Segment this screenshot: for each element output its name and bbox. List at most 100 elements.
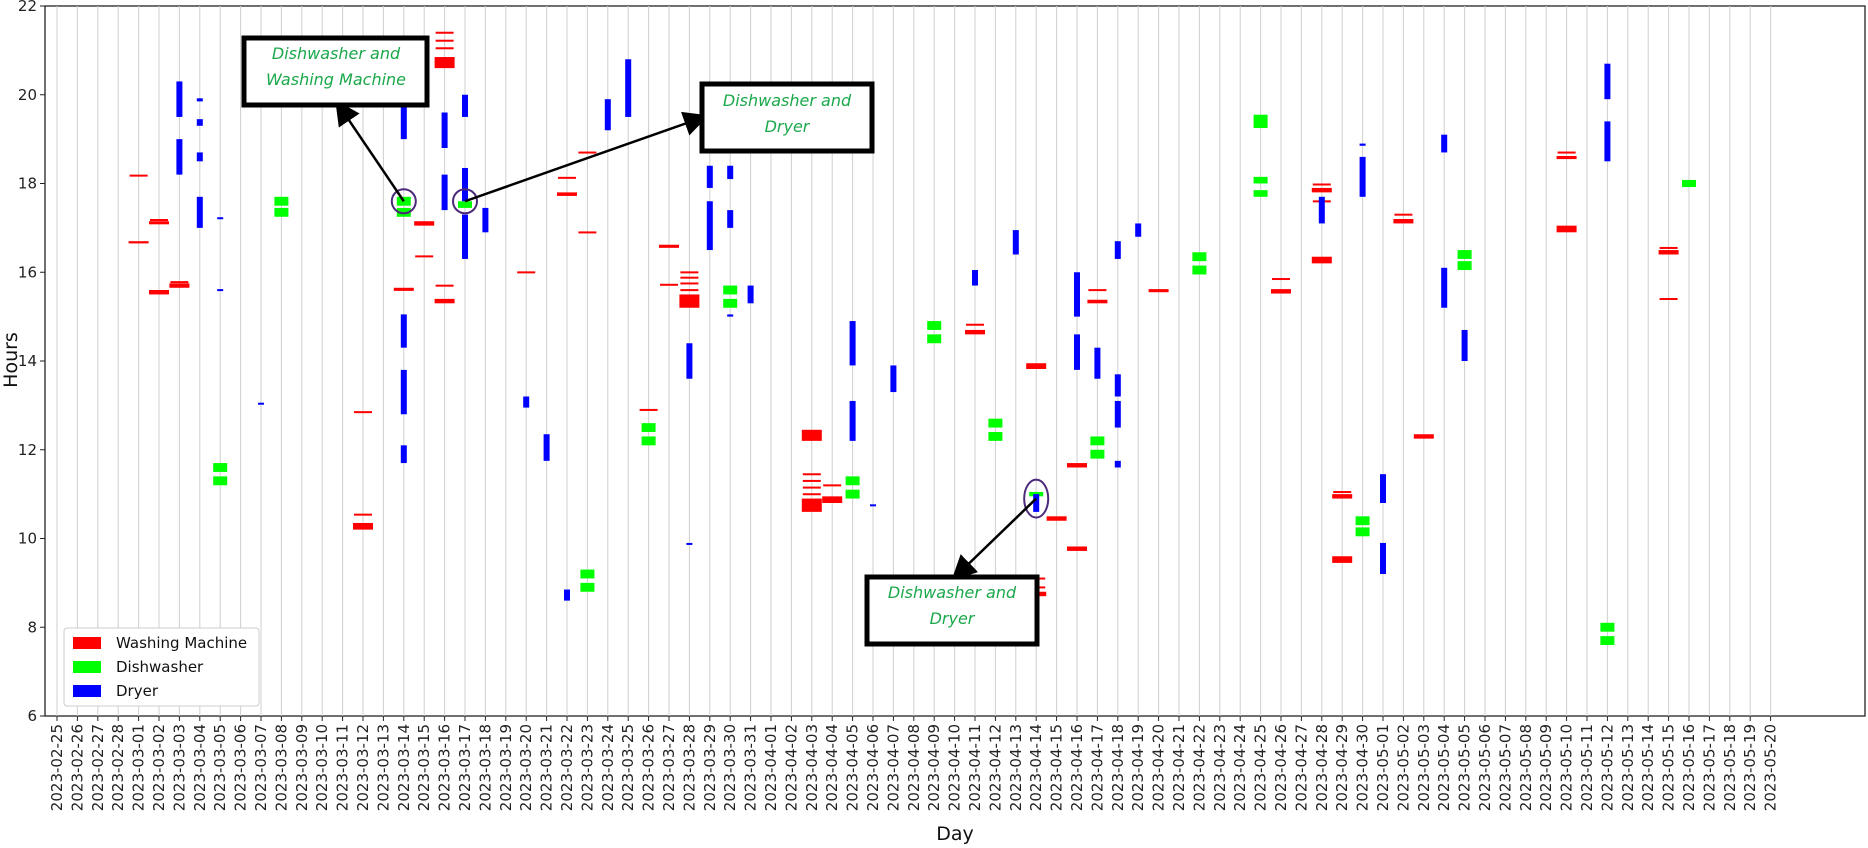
legend-label: Dishwasher [116, 658, 204, 676]
y-axis-label: Hours [0, 332, 22, 388]
dryer-mark [849, 321, 856, 366]
washing-machine-mark [1311, 256, 1332, 264]
y-tick-label: 18 [18, 175, 37, 193]
dishwasher-mark [1192, 252, 1207, 262]
x-tick-label: 2023-04-29 [1333, 724, 1351, 811]
washing-machine-mark [1556, 155, 1577, 160]
x-tick-label: 2023-03-20 [517, 724, 535, 811]
x-tick-label: 2023-05-04 [1435, 724, 1453, 811]
annotation-box [699, 81, 875, 154]
y-tick-label: 8 [27, 618, 37, 636]
x-tick-label: 2023-04-27 [1292, 724, 1310, 811]
x-tick-label: 2023-02-28 [109, 724, 127, 811]
x-tick-label: 2023-04-03 [803, 724, 821, 811]
dryer-mark [258, 402, 264, 405]
washing-machine-mark [149, 221, 169, 225]
dishwasher-mark [723, 285, 738, 295]
dryer-mark [462, 94, 468, 117]
washing-machine-mark [170, 281, 189, 284]
dishwasher-mark [988, 432, 1003, 441]
dryer-mark [1135, 223, 1142, 237]
dryer-mark [625, 59, 632, 117]
dryer-mark [1074, 334, 1080, 370]
x-tick-label: 2023-05-12 [1598, 724, 1616, 811]
x-tick-label: 2023-04-20 [1150, 724, 1168, 811]
dryer-mark [1074, 272, 1080, 317]
x-tick-label: 2023-04-18 [1109, 724, 1127, 811]
x-tick-label: 2023-05-16 [1680, 724, 1698, 811]
dryer-mark [686, 343, 693, 379]
washing-machine-mark [1659, 246, 1678, 249]
washing-machine-mark [354, 411, 372, 414]
dryer-mark [196, 152, 203, 162]
washing-machine-mark [435, 39, 454, 42]
x-tick-label: 2023-03-19 [497, 724, 515, 811]
x-tick-label: 2023-03-02 [150, 724, 168, 811]
dryer-mark [400, 314, 407, 348]
washing-machine-mark [435, 284, 454, 287]
x-tick-label: 2023-04-23 [1211, 724, 1229, 811]
dryer-mark [604, 99, 611, 131]
dishwasher-mark [1600, 636, 1615, 645]
washing-machine-mark [1087, 299, 1108, 304]
x-tick-label: 2023-02-25 [48, 724, 66, 811]
x-tick-label: 2023-03-30 [721, 724, 739, 811]
x-tick-label: 2023-04-17 [1088, 724, 1106, 811]
dishwasher-mark [845, 476, 860, 486]
x-tick-label: 2023-03-13 [374, 724, 392, 811]
dishwasher-mark [1253, 114, 1268, 129]
x-tick-label: 2023-03-31 [742, 724, 760, 811]
dryer-mark [686, 542, 693, 545]
washing-machine-mark [1026, 363, 1047, 369]
washing-machine-mark [802, 493, 821, 496]
washing-machine-mark [434, 298, 455, 304]
washing-machine-mark [150, 219, 168, 221]
x-tick-label: 2023-04-28 [1313, 724, 1331, 811]
x-tick-label: 2023-03-23 [578, 724, 596, 811]
washing-machine-mark [435, 31, 454, 34]
washing-machine-mark [169, 283, 190, 288]
dryer-mark [441, 112, 448, 148]
legend-label: Washing Machine [116, 634, 247, 652]
dryer-mark [1114, 400, 1121, 428]
annotation-circle [390, 188, 417, 215]
dishwasher-mark [1457, 261, 1472, 271]
dishwasher-mark [1253, 190, 1268, 197]
dryer-mark [1380, 542, 1386, 574]
legend-swatch [73, 661, 101, 673]
washing-machine-mark [578, 231, 597, 234]
washing-machine-mark [660, 283, 678, 286]
washing-machine-mark [680, 271, 699, 274]
washing-machine-mark [801, 429, 822, 441]
x-tick-label: 2023-04-25 [1252, 724, 1270, 811]
washing-machine-mark [1067, 463, 1087, 468]
dishwasher-mark [1253, 176, 1268, 184]
dryer-mark [706, 165, 713, 188]
dryer-mark [1318, 196, 1325, 224]
washing-machine-mark [557, 192, 577, 196]
dishwasher-mark [1457, 250, 1472, 259]
annotation-arrow [464, 111, 709, 203]
washing-machine-mark [801, 498, 822, 512]
x-tick-label: 2023-05-03 [1415, 724, 1433, 811]
x-tick-label: 2023-04-01 [762, 724, 780, 811]
washing-machine-mark [822, 496, 843, 503]
dryer-mark [1094, 347, 1101, 379]
dryer-mark [400, 369, 407, 415]
dryer-mark [727, 210, 734, 228]
y-axis: 6 8 10 12 14 16 18 20 22 [18, 0, 45, 725]
washing-machine-mark [1067, 546, 1087, 551]
x-tick-label: 2023-05-08 [1517, 724, 1535, 811]
x-tick-label: 2023-05-14 [1639, 724, 1657, 811]
washing-machine-mark [680, 276, 699, 279]
dishwasher-mark [1355, 516, 1370, 526]
dryer-mark [462, 167, 468, 202]
x-tick-label: 2023-05-19 [1741, 724, 1759, 811]
x-tick-label: 2023-03-21 [538, 724, 556, 811]
x-tick-label: 2023-04-19 [1129, 724, 1147, 811]
dishwasher-mark [213, 463, 228, 472]
annotation-label: Dishwasher and Washing Machine [266, 44, 406, 89]
x-axis: 2023-02-25 2023-02-26 2023-02-27 2023-02-28… [48, 716, 1780, 811]
x-tick-label: 2023-03-04 [191, 724, 209, 811]
